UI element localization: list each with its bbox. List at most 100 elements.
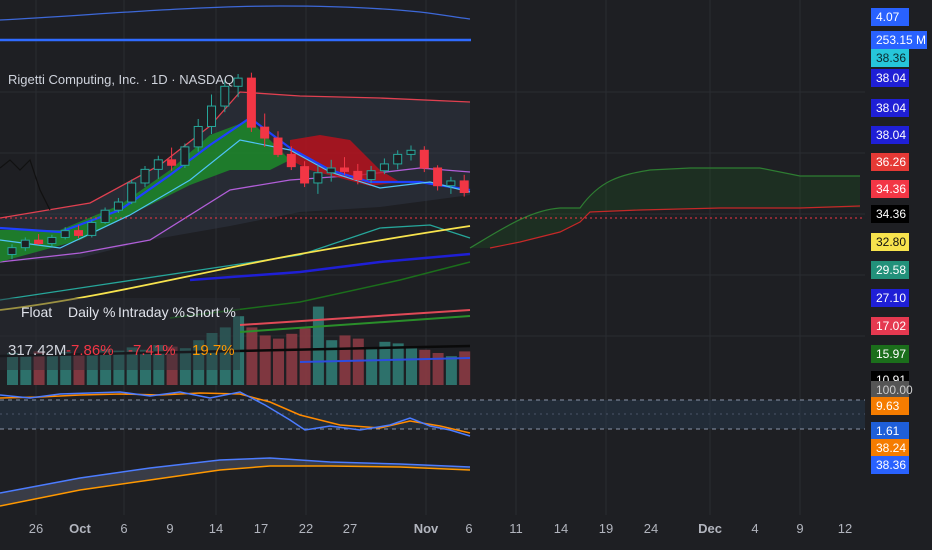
volume-bar xyxy=(206,333,218,385)
candle xyxy=(419,146,429,173)
candle xyxy=(20,237,30,252)
blue-ma-line xyxy=(189,252,471,282)
time-tick: Nov xyxy=(413,521,439,536)
price-badge: 38.04 xyxy=(871,69,909,87)
price-badge: 27.10 xyxy=(871,289,909,307)
candle xyxy=(300,161,310,188)
candle-body xyxy=(20,239,30,249)
black-line xyxy=(0,158,51,211)
candle-body xyxy=(220,85,230,107)
table-header-intraday: Intraday % xyxy=(118,304,185,320)
volume-bar xyxy=(20,354,32,385)
volume-bar xyxy=(445,356,457,385)
table-value-daily: -7.86% xyxy=(66,342,114,359)
time-tick: 27 xyxy=(342,521,358,536)
green-lower-line xyxy=(169,261,471,319)
candle xyxy=(193,118,203,152)
black-volume-line xyxy=(0,344,471,358)
volume-bar xyxy=(7,353,18,385)
volume-bar xyxy=(113,350,125,385)
volume-bar xyxy=(60,352,72,385)
volume-bar xyxy=(312,306,324,385)
volume-blue-line xyxy=(299,357,471,363)
candle-body xyxy=(313,172,323,184)
volume-bar xyxy=(352,338,364,385)
volume-bar xyxy=(326,340,338,385)
volume-bar xyxy=(366,348,378,385)
volume-bar xyxy=(299,328,311,385)
volume-bar xyxy=(193,340,205,385)
candle xyxy=(246,72,256,132)
candle xyxy=(233,74,243,98)
float-table: Float Daily % Intraday % Short % 317.42M… xyxy=(0,298,240,370)
volume-bar xyxy=(406,346,417,385)
price-badge: 4.07 xyxy=(871,8,909,26)
candle xyxy=(60,227,70,240)
candle-body xyxy=(207,105,216,127)
time-tick: 9 xyxy=(166,521,174,536)
time-tick: Oct xyxy=(69,521,91,536)
candle xyxy=(340,157,349,175)
volume-bar xyxy=(33,351,45,385)
candle-body xyxy=(153,159,163,170)
price-axis[interactable]: 4.07 253.15 M 38.36 38.04 38.04 38.04 36.26 34.… xyxy=(865,0,932,550)
red-sma-line xyxy=(239,309,471,326)
cloud-green-line xyxy=(469,167,860,249)
oscillator-orange-line xyxy=(0,392,471,434)
candle xyxy=(286,146,296,171)
volume-bar xyxy=(73,353,85,385)
candle xyxy=(459,174,469,197)
table-value-short: 19.7% xyxy=(192,342,235,359)
volume-bar xyxy=(179,348,191,385)
candle-body xyxy=(7,247,17,255)
candle-body xyxy=(140,168,150,184)
volume-bar xyxy=(219,327,231,385)
candle xyxy=(326,159,336,182)
time-tick: 11 xyxy=(509,521,523,536)
candle xyxy=(353,163,363,185)
candle-body xyxy=(74,230,83,236)
candle xyxy=(433,165,443,191)
candle xyxy=(113,197,123,213)
candle-body xyxy=(47,236,57,245)
candle xyxy=(180,143,190,168)
candle-body xyxy=(379,163,389,172)
candle-body xyxy=(193,125,203,148)
oscillator-blue-line xyxy=(0,391,471,437)
table-header-float: Float xyxy=(21,304,53,320)
candle-body xyxy=(286,153,296,168)
volume-bar xyxy=(100,349,112,385)
time-tick: 14 xyxy=(553,521,569,536)
price-badge: 9.63 xyxy=(871,397,909,415)
volume-bar xyxy=(246,327,258,385)
candle-body xyxy=(433,167,443,187)
candle-body xyxy=(127,182,137,203)
price-badge: 253.15 M xyxy=(871,31,927,49)
candle-body xyxy=(406,149,416,155)
candle xyxy=(87,220,97,238)
volume-bar xyxy=(166,346,178,385)
candle-body xyxy=(366,170,376,181)
volume-bar xyxy=(379,341,391,385)
volume-bar xyxy=(46,356,58,385)
candle xyxy=(260,113,270,147)
candle-body xyxy=(100,209,110,223)
candle xyxy=(153,155,163,179)
candle-body xyxy=(246,77,256,128)
candle xyxy=(47,234,57,247)
time-tick: 9 xyxy=(796,521,804,536)
candle xyxy=(207,94,216,134)
candle xyxy=(7,244,17,260)
price-badge: 34.36 xyxy=(871,205,909,223)
price-badge: 1.61 xyxy=(871,422,909,440)
time-tick: 4 xyxy=(751,521,759,536)
candle-body xyxy=(34,239,44,245)
price-badge: 36.26 xyxy=(871,153,909,171)
candle xyxy=(406,145,416,161)
price-badge: 29.58 xyxy=(871,261,909,279)
volume-bar xyxy=(140,349,151,385)
price-badge: 38.36 xyxy=(871,456,909,474)
table-value-float: 317.42M xyxy=(8,342,67,359)
lower-pane-blue-line xyxy=(0,457,471,494)
